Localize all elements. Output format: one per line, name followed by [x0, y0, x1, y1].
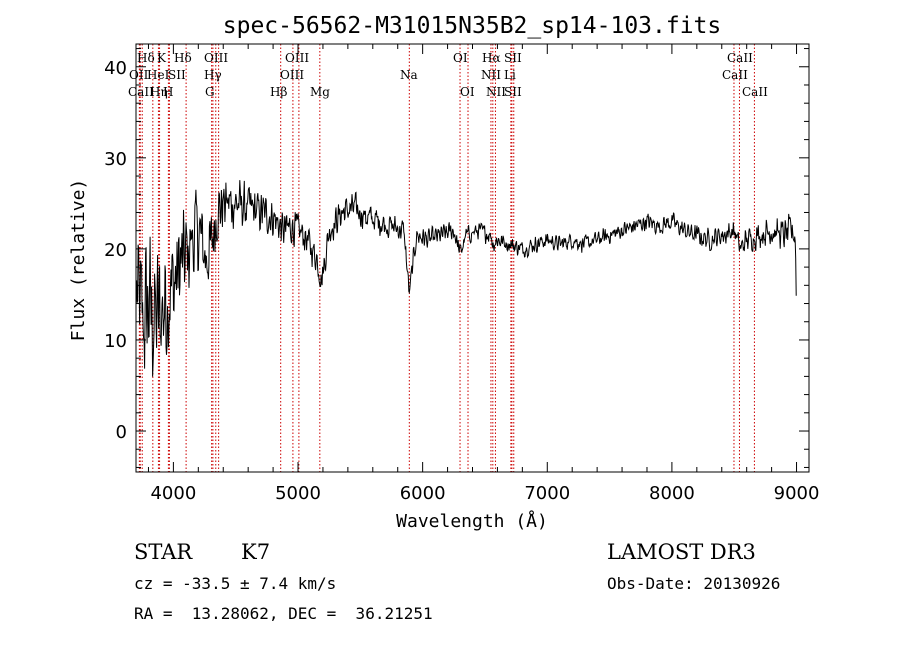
label-caii-a: CaII: [727, 51, 753, 65]
y-tick-label-40: 40: [104, 58, 127, 79]
chart-title: spec-56562-M31015N35B2_sp14-103.fits: [223, 13, 722, 39]
label-hdelta-a: Hδ: [137, 51, 155, 65]
y-axis-label: Flux (relative): [68, 179, 89, 342]
label-sii-c: SII: [504, 85, 522, 99]
label-k: K: [157, 51, 167, 65]
label-hbeta: Hβ: [270, 85, 287, 99]
redshift-cz: cz = -33.5 ± 7.4 km/s: [134, 574, 337, 593]
y-tick-label-30: 30: [104, 149, 127, 170]
label-caii-d: CaII: [742, 85, 768, 99]
label-halpha: Hα: [482, 51, 501, 65]
label-hdelta-b: Hδ: [174, 51, 192, 65]
label-hei: HeI: [147, 68, 170, 82]
coordinates: RA = 13.28062, DEC = 36.21251: [134, 604, 433, 623]
x-tick-label-4000: 4000: [150, 483, 196, 504]
label-caii-b: CaII: [722, 68, 748, 82]
x-axis-ticks: 4000 5000 6000 7000 8000 9000: [147, 44, 820, 504]
label-caii-c: CaII: [128, 85, 154, 99]
label-sii-a: SII: [504, 51, 522, 65]
observation-date: Obs-Date: 20130926: [607, 574, 781, 593]
label-oiii-c: OIII: [280, 68, 304, 82]
y-tick-label-20: 20: [104, 240, 127, 261]
label-oi-b: OI: [460, 85, 475, 99]
label-oiii-b: OIII: [285, 51, 309, 65]
label-nii-b: NII: [486, 85, 506, 99]
x-tick-label-7000: 7000: [524, 483, 570, 504]
label-oii: OII: [129, 68, 149, 82]
x-tick-label-5000: 5000: [275, 483, 321, 504]
x-tick-label-6000: 6000: [400, 483, 446, 504]
survey-name: LAMOST DR3: [607, 540, 756, 564]
label-g: G: [205, 85, 215, 99]
y-axis-ticks: 0 10 20 30 40: [104, 48, 809, 468]
star-class: STAR: [134, 540, 193, 564]
y-tick-label-0: 0: [116, 422, 127, 443]
label-hgamma: Hγ: [204, 68, 222, 82]
label-li: Li: [504, 68, 516, 82]
y-tick-label-10: 10: [104, 331, 127, 352]
label-sii-b: SII: [168, 68, 186, 82]
x-tick-label-9000: 9000: [774, 483, 820, 504]
label-mg: Mg: [310, 85, 330, 99]
spectrum-line: [136, 180, 797, 377]
label-nii-a: NII: [481, 68, 501, 82]
label-oi-a: OI: [453, 51, 468, 65]
label-oiii-a: OIII: [204, 51, 228, 65]
plot-frame: [135, 43, 810, 473]
x-tick-label-8000: 8000: [649, 483, 695, 504]
label-heta: Hη: [150, 85, 168, 99]
line-markers: [138, 44, 755, 472]
star-subclass: K7: [241, 540, 271, 564]
marker-labels: Hδ K Hδ OIII OIII OI Hα SII CaII OII HeI…: [128, 51, 768, 99]
x-axis-label: Wavelength (Å): [396, 510, 548, 532]
label-h: H: [163, 85, 173, 99]
label-na: Na: [400, 68, 418, 82]
